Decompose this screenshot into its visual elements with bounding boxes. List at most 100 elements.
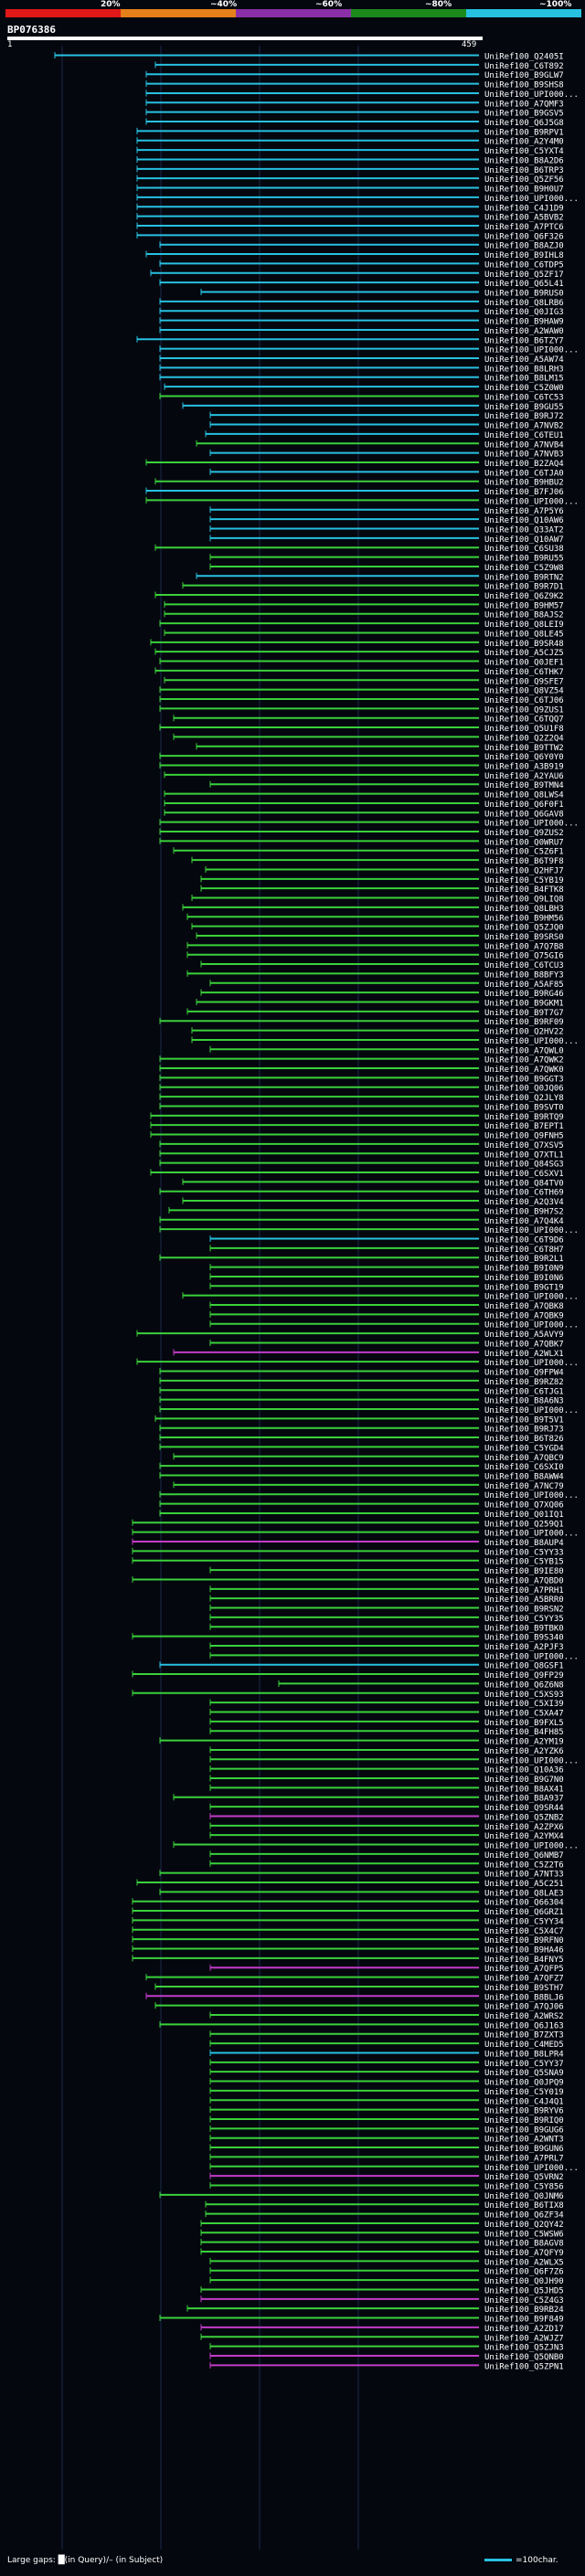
hit-label: UniRef100_Q0JQ06: [484, 1085, 564, 1094]
hit-label: UniRef100_UPI000...: [484, 1037, 579, 1046]
hit-label: UniRef100_C5XA47: [484, 1710, 564, 1719]
hit-label: UniRef100_B9HBU2: [484, 479, 564, 488]
hit-label: UniRef100_Q0JPQ9: [484, 2079, 564, 2088]
hit-label: UniRef100_A2Y4M0: [484, 138, 564, 147]
hit-label: UniRef100_B6T9F8: [484, 857, 564, 866]
hit-label: UniRef100_B9IE80: [484, 1567, 564, 1576]
hit-label: UniRef100_A7QFZ7: [484, 1975, 564, 1984]
hit-label: UniRef100_A2YAU6: [484, 772, 564, 781]
hit-label: UniRef100_B9GSV5: [484, 110, 564, 119]
hit-label: UniRef100_A7QBK8: [484, 1302, 564, 1311]
hit-label: UniRef100_Q6Z6N8: [484, 1680, 564, 1690]
hit-label: UniRef100_B9RPV1: [484, 128, 564, 137]
hit-label: UniRef100_A7QJ06: [484, 2003, 564, 2012]
hit-label: UniRef100_C5Z6F1: [484, 848, 564, 857]
hit-label: UniRef100_C6T892: [484, 62, 564, 71]
hit-label: UniRef100_B9S340: [484, 1634, 564, 1643]
hit-label: UniRef100_B9GT19: [484, 1283, 564, 1292]
hit-label: UniRef100_B8AWW4: [484, 1473, 564, 1482]
hit-label: UniRef100_B8AGV8: [484, 2240, 564, 2249]
hit-label: UniRef100_Q6F326: [484, 232, 564, 241]
hit-label: UniRef100_Q5ZF56: [484, 175, 564, 185]
hit-label: UniRef100_B9RTQ9: [484, 1113, 564, 1122]
hit-label: UniRef100_Q6F7Z6: [484, 2268, 564, 2277]
hit-label: UniRef100_B9RU55: [484, 555, 564, 564]
hit-label: UniRef100_B9RSN2: [484, 1606, 564, 1615]
hit-label: UniRef100_UPI000...: [484, 497, 579, 506]
hit-label: UniRef100_Q75GI6: [484, 952, 564, 961]
scale-line: [484, 2559, 512, 2561]
hit-label: UniRef100_A2WAW0: [484, 327, 564, 336]
hit-label: UniRef100_Q8GSF1: [484, 1662, 564, 1671]
hit-label: UniRef100_Q7XQ06: [484, 1501, 564, 1511]
hit-label: UniRef100_A5CJZ5: [484, 649, 564, 658]
hit-label: UniRef100_A2YZK6: [484, 1747, 564, 1756]
hit-label: UniRef100_C5YB19: [484, 876, 564, 885]
legend-label: ~80%: [425, 0, 452, 9]
hit-label: UniRef100_A7PRL7: [484, 2154, 564, 2163]
hit-label: UniRef100_Q84SG3: [484, 1161, 564, 1170]
hit-label: UniRef100_UPI000...: [484, 820, 579, 829]
hit-label: UniRef100_C4J1D9: [484, 204, 564, 213]
hit-label: UniRef100_Q6J163: [484, 2021, 564, 2030]
hit-label: UniRef100_A7P5Y6: [484, 507, 564, 516]
hit-label: UniRef100_A2WLX5: [484, 2258, 564, 2267]
hit-label: UniRef100_Q5ZF17: [484, 270, 564, 280]
hit-label: UniRef100_B8BFY3: [484, 970, 564, 980]
hit-label: UniRef100_A5AVY9: [484, 1330, 564, 1340]
hit-label: UniRef100_A7QFP5: [484, 1965, 564, 1974]
hit-label: UniRef100_B9RJ73: [484, 1426, 564, 1435]
hit-label: UniRef100_B9H7S2: [484, 1207, 564, 1216]
hit-label: UniRef100_C5Z2T6: [484, 1860, 564, 1870]
legend-swatch-1: [121, 9, 236, 17]
hit-label: UniRef100_B9TMN4: [484, 781, 564, 790]
hit-label: UniRef100_UPI000...: [484, 1293, 579, 1302]
hit-label: UniRef100_A2WJZ7: [484, 2334, 564, 2343]
hit-label: UniRef100_Q10AW6: [484, 516, 564, 525]
legend-label: ~40%: [210, 0, 238, 9]
hit-label: UniRef100_B9F849: [484, 2316, 564, 2325]
legend-label: ~100%: [539, 0, 572, 9]
hit-label: UniRef100_B9RYV6: [484, 2107, 564, 2116]
hit-label: UniRef100_Q5ZJQ0: [484, 924, 564, 933]
hit-label: UniRef100_C4MED5: [484, 2041, 564, 2050]
hit-label: UniRef100_C5YXT4: [484, 147, 564, 156]
hit-label: UniRef100_B7ZXT3: [484, 2031, 564, 2041]
footer-gaps-note: Large gaps: █(in Query)/– (in Subject): [7, 2556, 164, 2565]
hit-label: UniRef100_Q6F0F1: [484, 800, 564, 810]
hit-label: UniRef100_B8AZJ0: [484, 242, 564, 251]
hit-label: UniRef100_B9GGT3: [484, 1075, 564, 1084]
hit-label: UniRef100_B7FJ06: [484, 488, 564, 497]
hit-label: UniRef100_Q65L41: [484, 280, 564, 289]
hit-label: UniRef100_UPI000...: [484, 1406, 579, 1415]
hit-label: UniRef100_UPI000...: [484, 1321, 579, 1330]
hit-label: UniRef100_Q2JLY8: [484, 1094, 564, 1103]
hit-label: UniRef100_B8BLJ6: [484, 1993, 564, 2002]
hit-label: UniRef100_A2WNT3: [484, 2136, 564, 2145]
hit-label: UniRef100_B9TBK0: [484, 1624, 564, 1633]
hit-label: UniRef100_Q5ZPN1: [484, 2362, 564, 2371]
hit-label: UniRef100_A7QMF3: [484, 100, 564, 109]
hit-label: UniRef100_Q2405I: [484, 53, 564, 62]
hit-label: UniRef100_Q9ZUS1: [484, 705, 564, 715]
hit-label: UniRef100_Q9ZUS2: [484, 829, 564, 838]
hit-label: UniRef100_UPI000...: [484, 2164, 579, 2173]
hit-label: UniRef100_B9R2L1: [484, 1255, 564, 1264]
hit-label: UniRef100_B4FNY5: [484, 1956, 564, 1965]
hit-label: UniRef100_Q6GAV8: [484, 810, 564, 819]
hit-label: UniRef100_A7Q7B8: [484, 942, 564, 951]
hit-label: UniRef100_B7EPT1: [484, 1122, 564, 1131]
hit-label: UniRef100_A5BRR0: [484, 1595, 564, 1605]
hit-label: UniRef100_C6TCU3: [484, 961, 564, 970]
hit-label: UniRef100_Q10A36: [484, 1766, 564, 1776]
identity-color-legend: [5, 9, 581, 17]
hit-label: UniRef100_B9SRS0: [484, 933, 564, 942]
hit-label: UniRef100_Q01IQ1: [484, 1511, 564, 1520]
hit-label: UniRef100_B9GU55: [484, 403, 564, 412]
hit-label: UniRef100_C6TJ06: [484, 696, 564, 705]
legend-label: ~60%: [315, 0, 343, 9]
hit-label: UniRef100_Q0JIG3: [484, 308, 564, 317]
hit-label: UniRef100_C5Z0W0: [484, 384, 564, 393]
hit-label: UniRef100_Q8VZ54: [484, 687, 564, 696]
hit-label: UniRef100_Q6Y0Y0: [484, 753, 564, 762]
